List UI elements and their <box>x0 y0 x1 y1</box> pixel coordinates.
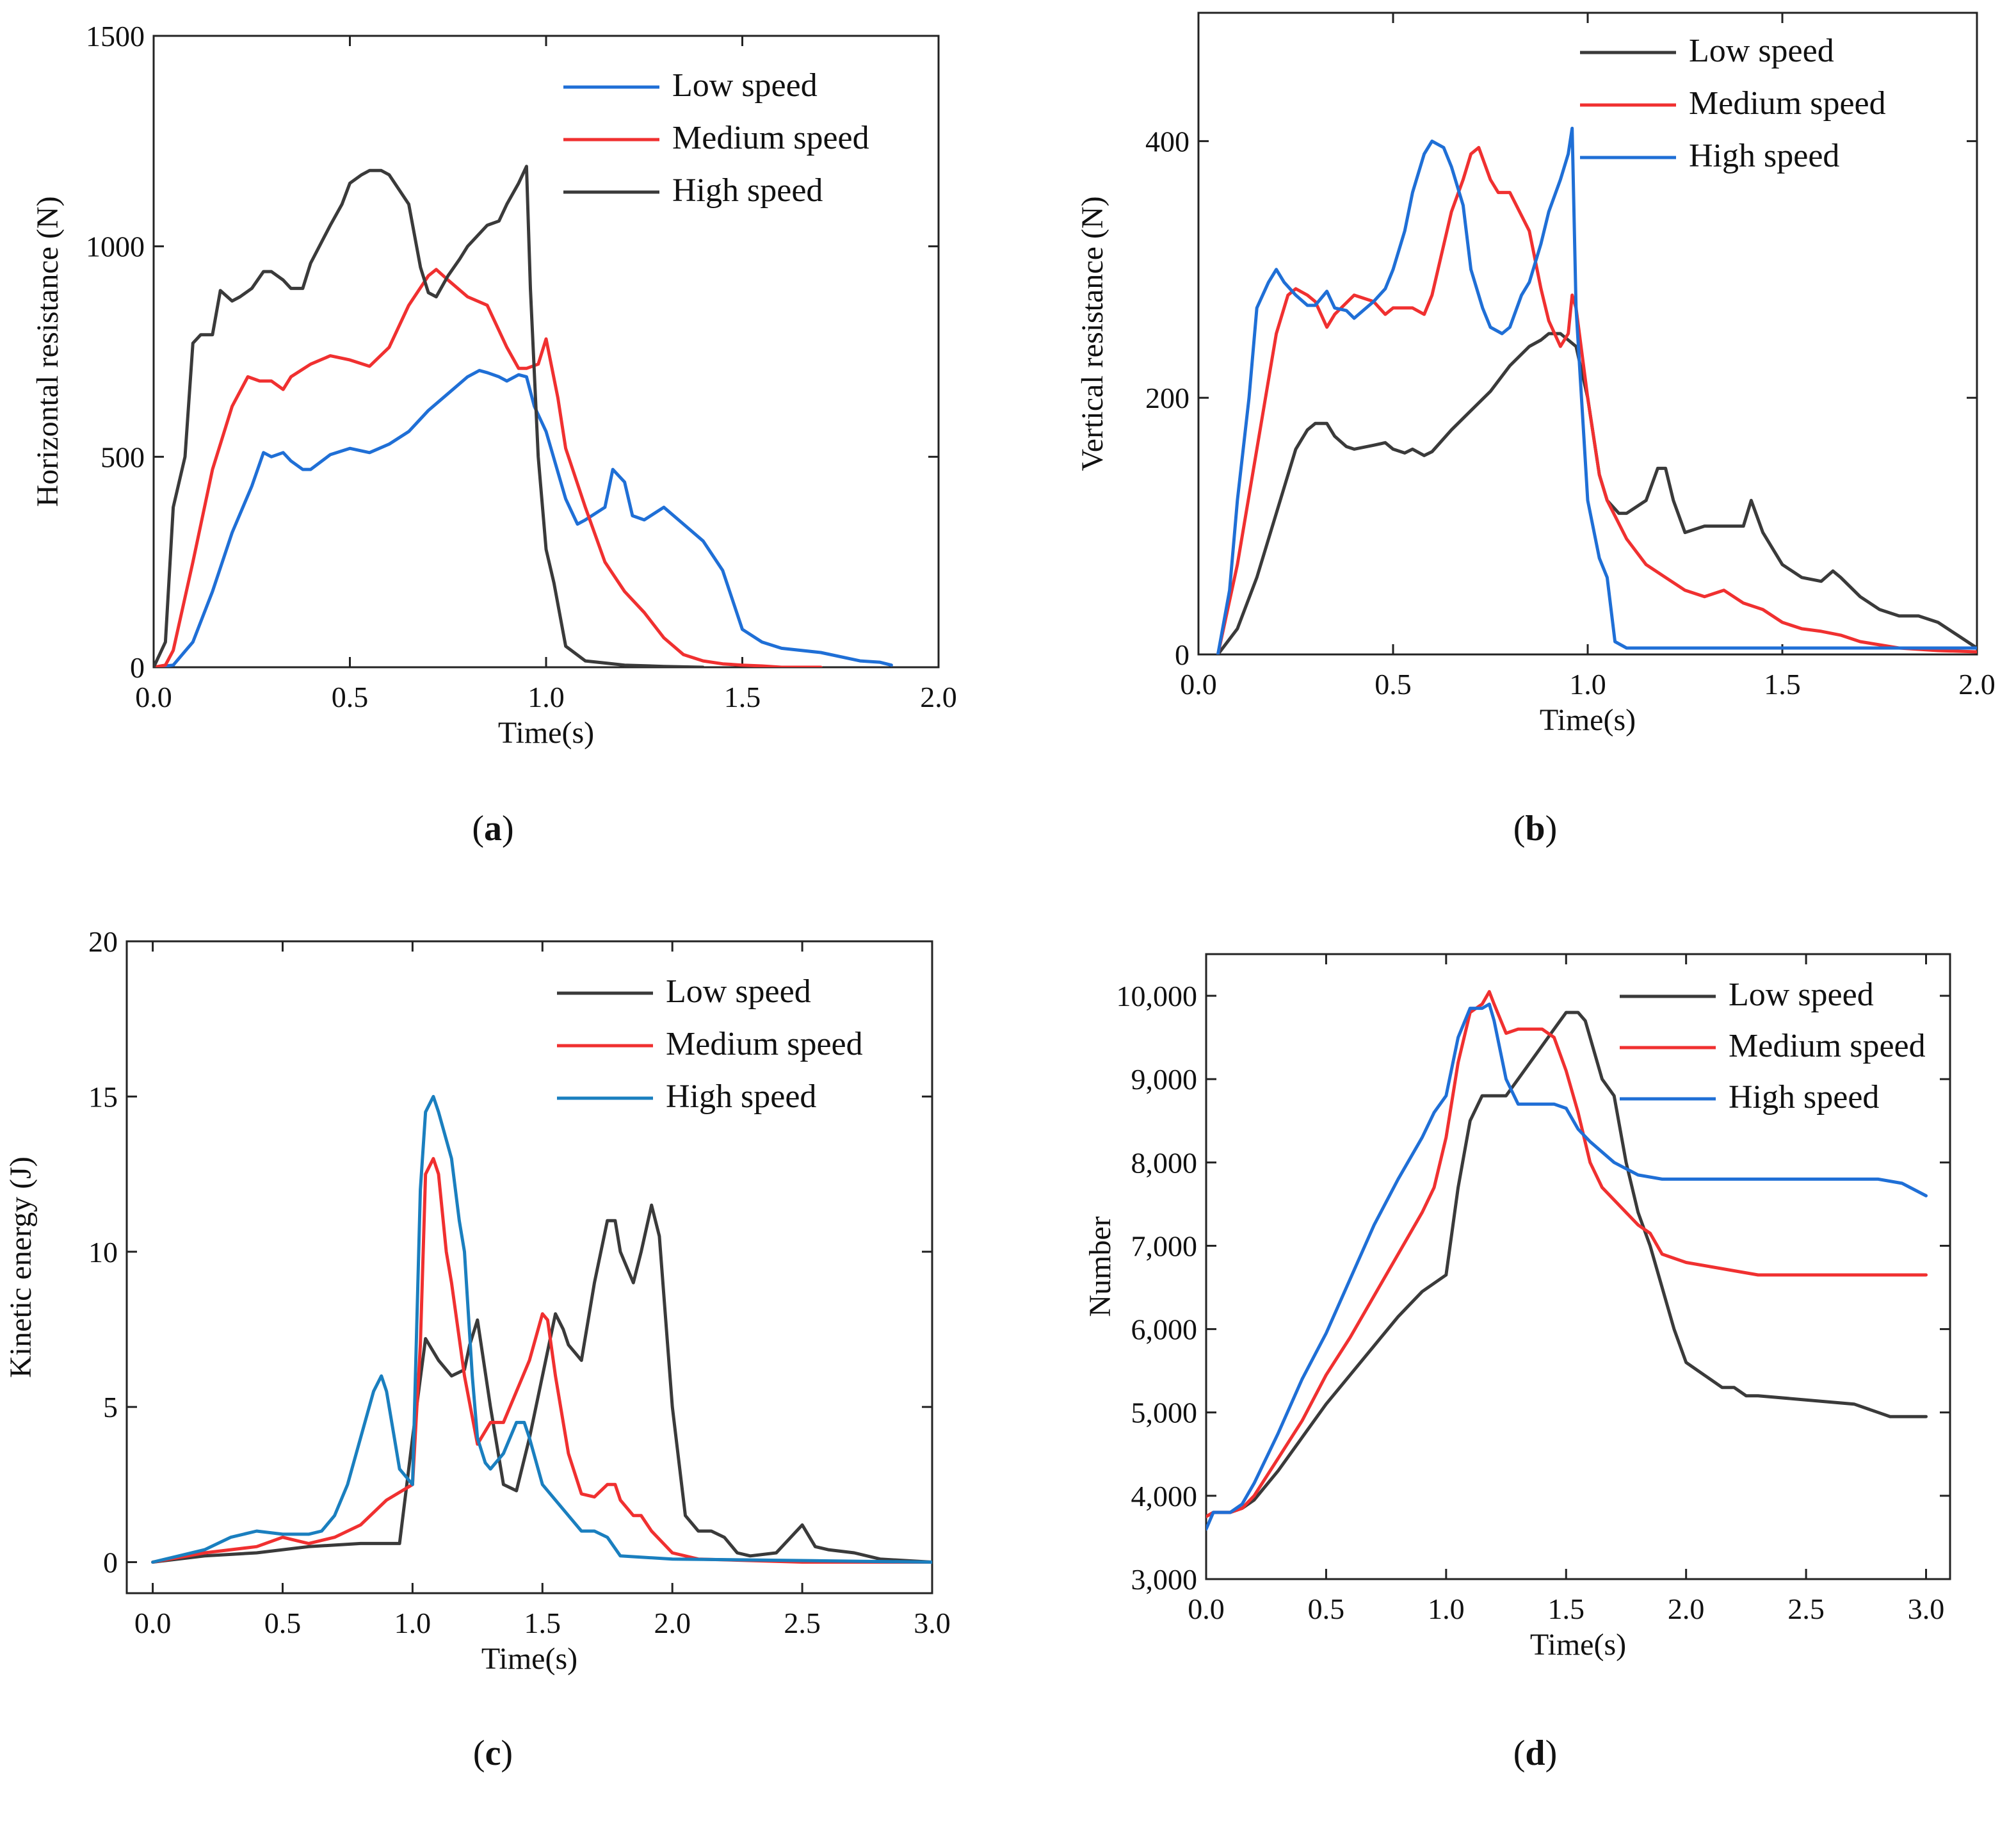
x-tick-label: 1.5 <box>724 681 761 713</box>
x-tick-label: 0.0 <box>1180 668 1217 701</box>
y-tick-label: 5,000 <box>1131 1397 1198 1429</box>
y-tick-label: 3,000 <box>1131 1563 1198 1596</box>
legend-label: Low speed <box>672 67 818 104</box>
series-line-high-speed <box>1206 1002 1928 1531</box>
y-axis-label: Kinetic energy (J) <box>4 1156 38 1378</box>
y-tick-label: 6,000 <box>1131 1313 1198 1346</box>
x-tick-label: 2.5 <box>1787 1593 1825 1625</box>
y-tick-label: 9,000 <box>1131 1063 1198 1096</box>
series-line-low-speed <box>1206 1010 1928 1518</box>
x-tick-label: 0.0 <box>135 681 172 713</box>
y-tick-label: 10 <box>88 1236 118 1269</box>
x-tick-label: 3.0 <box>914 1607 951 1639</box>
y-tick-label: 1000 <box>86 231 145 263</box>
series-line-medium-speed <box>154 268 823 667</box>
y-tick-label: 400 <box>1145 125 1189 158</box>
x-tick-label: 2.0 <box>654 1607 691 1639</box>
x-tick-label: 2.0 <box>1958 668 1996 701</box>
x-tick-label: 2.0 <box>1668 1593 1705 1625</box>
y-tick-label: 15 <box>88 1080 118 1113</box>
y-tick-label: 4,000 <box>1131 1480 1198 1513</box>
y-tick-label: 200 <box>1145 382 1189 414</box>
x-tick-label: 1.0 <box>1569 668 1606 701</box>
y-tick-label: 8,000 <box>1131 1146 1198 1179</box>
x-tick-label: 1.0 <box>394 1607 431 1639</box>
plot-frame <box>1205 953 1951 1580</box>
y-axis-label: Vertical resistance (N) <box>1076 196 1109 471</box>
series-line-high-speed <box>154 165 705 667</box>
chart-c: 0.0 0.5 1.0 1.5 2.0 2.5 3.0 0 5 10 15 20 Time(s) Kine… <box>4 925 951 1676</box>
legend-label: Medium speed <box>1729 1028 1926 1064</box>
y-tick-label: 500 <box>101 441 145 473</box>
chart-a: 0.0 0.5 1.0 1.5 2.0 0 500 1000 1500 Time(s) Horizo… <box>31 20 957 750</box>
y-tick-label: 7,000 <box>1131 1229 1198 1262</box>
chart-b: 0.0 0.5 1.0 1.5 2.0 0 200 400 Time(s) Vertical re… <box>1076 12 1996 737</box>
legend-label: High speed <box>672 172 823 209</box>
legend-label: Medium speed <box>672 120 869 156</box>
y-axis-label: Horizontal resistance (N) <box>31 196 65 507</box>
y-tick-label: 20 <box>88 925 118 958</box>
x-tick-label: 0.5 <box>1308 1593 1345 1625</box>
legend-label: High speed <box>1729 1079 1879 1115</box>
series-line-low-speed <box>1216 332 1977 654</box>
y-tick-label: 0 <box>103 1546 118 1579</box>
y-tick-label: 10,000 <box>1117 980 1198 1012</box>
series-line-medium-speed <box>1216 145 1977 654</box>
legend-label: Low speed <box>1729 977 1874 1013</box>
x-tick-label: 1.5 <box>524 1607 561 1639</box>
y-axis-label: Number <box>1083 1216 1117 1317</box>
x-tick-label: 0.5 <box>1375 668 1412 701</box>
x-tick-label: 0.5 <box>332 681 369 713</box>
x-tick-label: 2.0 <box>920 681 957 713</box>
x-axis-label: Time(s) <box>498 716 594 750</box>
legend-label: Low speed <box>666 973 811 1010</box>
y-tick-label: 5 <box>103 1391 118 1423</box>
x-tick-label: 3.0 <box>1908 1593 1945 1625</box>
x-tick-label: 0.5 <box>264 1607 302 1639</box>
y-tick-label: 1500 <box>86 20 145 53</box>
x-tick-label: 1.5 <box>1764 668 1801 701</box>
legend-label: Medium speed <box>666 1026 863 1062</box>
panel-label-d: (d) <box>1513 1733 1558 1773</box>
series-line-high-speed <box>1216 126 1977 654</box>
panel-label-c: (c) <box>472 1733 513 1773</box>
x-tick-label: 0.0 <box>134 1607 172 1639</box>
chart-d: 0.0 0.5 1.0 1.5 2.0 2.5 3.0 3,000 4,000 5,000 6,00… <box>1083 953 1951 1662</box>
panel-label-a: (a) <box>472 809 514 848</box>
x-tick-label: 0.0 <box>1188 1593 1225 1625</box>
legend-label: Low speed <box>1689 33 1834 69</box>
x-tick-label: 2.5 <box>784 1607 821 1639</box>
series-line-high-speed <box>151 1094 932 1564</box>
x-axis-label: Time(s) <box>1530 1628 1626 1662</box>
legend-label: High speed <box>1689 138 1839 174</box>
series-line-low-speed <box>154 369 893 667</box>
series-line-medium-speed <box>1206 990 1928 1518</box>
panel-label-b: (b) <box>1513 809 1558 848</box>
plot-frame <box>125 940 933 1594</box>
x-axis-label: Time(s) <box>1540 703 1636 737</box>
series-line-medium-speed <box>151 1156 932 1564</box>
y-tick-label: 0 <box>1175 638 1189 671</box>
x-tick-label: 1.0 <box>1428 1593 1465 1625</box>
x-tick-label: 1.5 <box>1548 1593 1585 1625</box>
y-tick-label: 0 <box>130 651 145 684</box>
legend-label: Medium speed <box>1689 85 1886 122</box>
series-line-low-speed <box>151 1203 932 1564</box>
x-axis-label: Time(s) <box>481 1642 577 1676</box>
legend-label: High speed <box>666 1078 816 1115</box>
x-tick-label: 1.0 <box>528 681 565 713</box>
